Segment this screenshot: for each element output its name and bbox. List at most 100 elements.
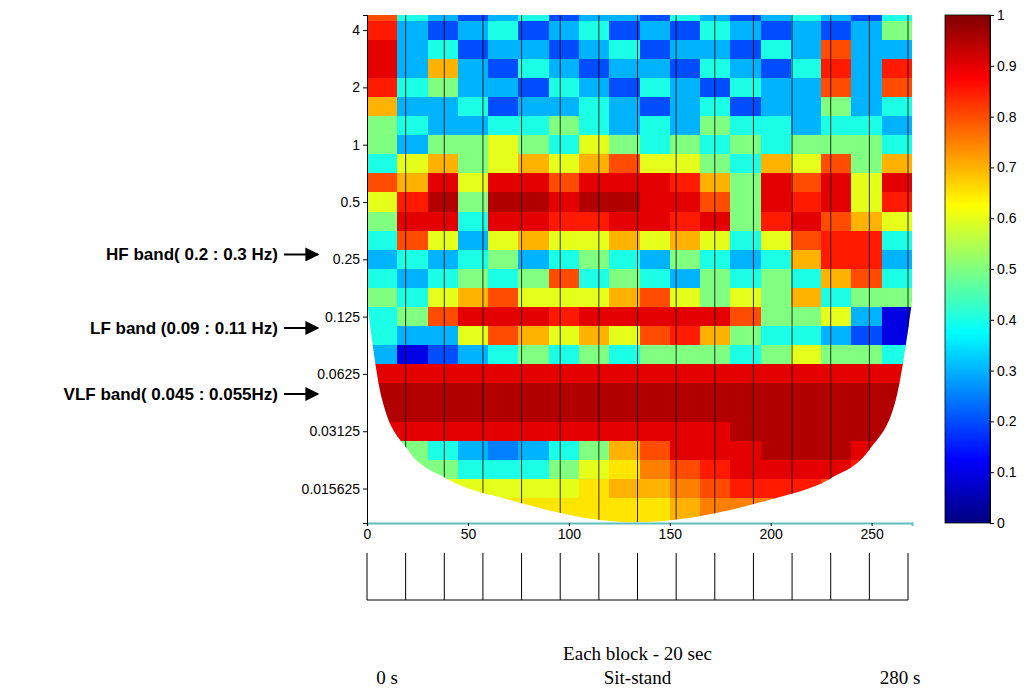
heat-cell bbox=[700, 441, 731, 461]
heat-cell bbox=[670, 364, 701, 384]
heat-cell bbox=[518, 59, 549, 79]
heat-cell bbox=[367, 21, 398, 41]
heat-cell bbox=[609, 135, 640, 155]
heat-cell bbox=[488, 59, 519, 79]
heat-cell bbox=[730, 269, 761, 289]
colorbar-tick-label: 0.9 bbox=[997, 58, 1017, 74]
heat-cell bbox=[821, 307, 852, 327]
heat-cell bbox=[428, 15, 459, 21]
heat-cell bbox=[791, 231, 822, 251]
heat-cell bbox=[397, 231, 428, 251]
heat-cell bbox=[821, 78, 852, 98]
x-tick: 100 bbox=[558, 523, 582, 542]
heat-cell bbox=[851, 40, 882, 60]
heat-cell bbox=[518, 231, 549, 251]
heat-cell bbox=[670, 479, 701, 499]
heat-cell bbox=[397, 345, 428, 365]
heat-cell bbox=[579, 212, 610, 232]
heat-cell bbox=[367, 15, 398, 21]
heat-cell bbox=[670, 517, 701, 523]
block-tick bbox=[444, 553, 445, 600]
x-tick-label: 150 bbox=[659, 526, 683, 542]
colorbar-tick-mark bbox=[990, 421, 994, 422]
heat-cell bbox=[640, 326, 671, 346]
y-tick-mark bbox=[363, 87, 367, 88]
heat-cell bbox=[882, 192, 912, 212]
heat-cell bbox=[518, 517, 549, 523]
chart: 0501001502002504210.50.250.1250.06250.03… bbox=[0, 0, 1030, 697]
heat-cell bbox=[397, 422, 428, 442]
heat-cell bbox=[761, 269, 792, 289]
heat-cell bbox=[609, 403, 640, 423]
heat-cell bbox=[609, 154, 640, 174]
heat-cell bbox=[851, 231, 882, 251]
heat-cell bbox=[549, 192, 580, 212]
heat-cell bbox=[488, 269, 519, 289]
heat-cell bbox=[428, 97, 459, 117]
heat-cell bbox=[761, 364, 792, 384]
heat-cell bbox=[700, 460, 731, 480]
y-tick-label: 0.25 bbox=[333, 251, 360, 267]
heat-cell bbox=[670, 97, 701, 117]
heat-cell bbox=[730, 288, 761, 308]
heat-cell bbox=[851, 59, 882, 79]
heat-cell bbox=[670, 345, 701, 365]
heat-cell bbox=[851, 383, 882, 403]
heat-cell bbox=[730, 441, 761, 461]
y-tick-label: 2 bbox=[352, 79, 360, 95]
heat-cell bbox=[730, 326, 761, 346]
y-tick: 0.0625 bbox=[317, 366, 367, 382]
heat-cell bbox=[730, 173, 761, 193]
heat-cell bbox=[640, 460, 671, 480]
heat-cell bbox=[700, 40, 731, 60]
heat-cell bbox=[549, 403, 580, 423]
heat-cell bbox=[549, 307, 580, 327]
heat-cell bbox=[670, 154, 701, 174]
heat-cell bbox=[458, 212, 489, 232]
heat-cell bbox=[670, 460, 701, 480]
heat-cell bbox=[640, 116, 671, 136]
heat-cell bbox=[579, 479, 610, 499]
heat-cell bbox=[791, 192, 822, 212]
y-tick-mark bbox=[363, 431, 367, 432]
heat-cell bbox=[579, 422, 610, 442]
heat-cell bbox=[791, 116, 822, 136]
heat-cell bbox=[549, 15, 580, 21]
block-tick bbox=[521, 553, 522, 600]
heat-cell bbox=[609, 173, 640, 193]
heat-cell bbox=[640, 383, 671, 403]
heat-cell bbox=[640, 422, 671, 442]
heat-cell bbox=[821, 517, 852, 523]
heat-cell bbox=[367, 364, 398, 384]
block-tick bbox=[753, 553, 754, 600]
heat-cell bbox=[791, 59, 822, 79]
heat-cell bbox=[821, 154, 852, 174]
heat-cell bbox=[640, 364, 671, 384]
block-tick bbox=[830, 553, 831, 600]
heat-cell bbox=[488, 78, 519, 98]
colorbar-tick: 0.2 bbox=[990, 413, 1017, 429]
heat-cell bbox=[730, 345, 761, 365]
heat-cell bbox=[730, 383, 761, 403]
note-label: Each block - 20 sec bbox=[563, 643, 712, 664]
heat-cell bbox=[761, 135, 792, 155]
heat-cell bbox=[791, 383, 822, 403]
heat-cell bbox=[670, 498, 701, 518]
annotations: HF band( 0.2 : 0.3 Hz)LF band (0.09 : 0.… bbox=[64, 245, 318, 404]
heat-cell bbox=[579, 517, 610, 523]
heat-cell bbox=[549, 231, 580, 251]
heat-cell bbox=[670, 40, 701, 60]
band-arrow bbox=[284, 253, 318, 255]
heat-cell bbox=[488, 517, 519, 523]
heat-cell bbox=[882, 135, 912, 155]
colorbar-tick-label: 0.7 bbox=[997, 159, 1017, 175]
heat-cell bbox=[730, 192, 761, 212]
block-tick bbox=[598, 553, 599, 600]
heat-cell bbox=[700, 192, 731, 212]
band-arrow bbox=[284, 327, 318, 329]
heat-cell bbox=[640, 345, 671, 365]
heat-cell bbox=[609, 345, 640, 365]
heat-cell bbox=[640, 21, 671, 41]
heat-cell bbox=[488, 326, 519, 346]
heat-cell bbox=[428, 21, 459, 41]
